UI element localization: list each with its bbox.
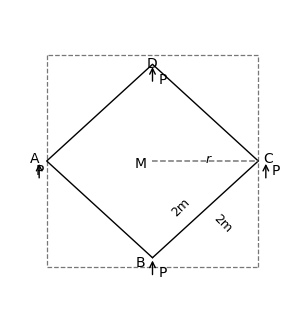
Text: B: B bbox=[135, 256, 145, 270]
Text: M: M bbox=[135, 157, 146, 171]
Text: P: P bbox=[272, 164, 280, 178]
Text: 2m: 2m bbox=[211, 213, 235, 236]
Text: r: r bbox=[206, 154, 211, 166]
Text: A: A bbox=[30, 152, 39, 166]
Text: P: P bbox=[159, 73, 167, 87]
Text: P: P bbox=[35, 164, 44, 178]
Text: D: D bbox=[147, 57, 158, 71]
Text: P: P bbox=[159, 266, 167, 280]
Text: 2m: 2m bbox=[169, 196, 192, 220]
Text: C: C bbox=[263, 152, 273, 166]
